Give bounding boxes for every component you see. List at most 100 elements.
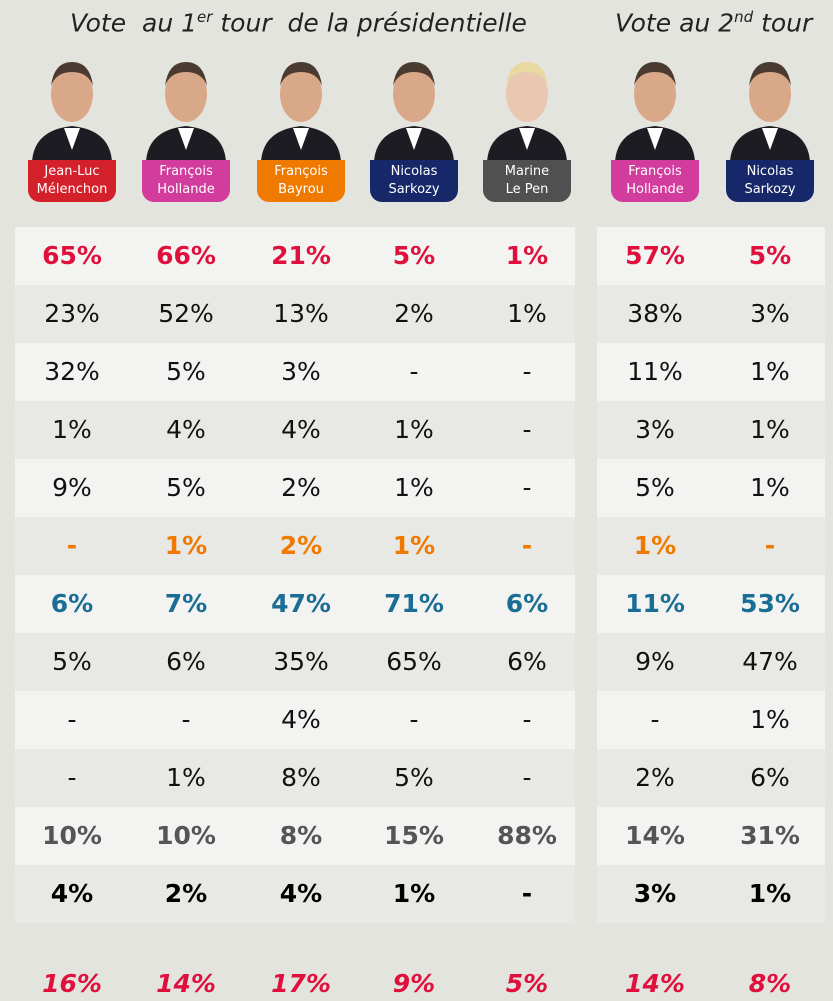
- cell: 88%: [472, 807, 582, 865]
- cell: 5%: [359, 749, 469, 807]
- cell: -: [600, 691, 710, 749]
- candidate-first: Marine: [483, 163, 571, 181]
- cell: 8%: [246, 807, 356, 865]
- cell: -: [472, 865, 582, 923]
- cell: 4%: [246, 691, 356, 749]
- cell: 2%: [600, 749, 710, 807]
- cell: 23%: [17, 285, 127, 343]
- cell: 11%: [600, 343, 710, 401]
- cell: -: [715, 517, 825, 575]
- cell: 10%: [17, 807, 127, 865]
- cell: 11%: [600, 575, 710, 633]
- candidate-first: François: [611, 163, 699, 181]
- cell: 4%: [17, 865, 127, 923]
- cell: 35%: [246, 633, 356, 691]
- footer-cell: 16%: [17, 955, 127, 1001]
- cell: 1%: [17, 401, 127, 459]
- cell: 1%: [715, 343, 825, 401]
- cell: 2%: [246, 517, 356, 575]
- cell: 1%: [715, 401, 825, 459]
- title-round1: Vote au 1er tour de la présidentielle: [70, 8, 527, 37]
- cell: 10%: [131, 807, 241, 865]
- cell: 1%: [472, 227, 582, 285]
- cell: 4%: [246, 401, 356, 459]
- cell: 5%: [131, 459, 241, 517]
- cell: 6%: [17, 575, 127, 633]
- title-sup: er: [197, 8, 212, 26]
- cell: 66%: [131, 227, 241, 285]
- cell: -: [472, 343, 582, 401]
- cell: 32%: [17, 343, 127, 401]
- cell: -: [472, 401, 582, 459]
- cell: -: [472, 517, 582, 575]
- portrait: [28, 50, 116, 162]
- portrait: [611, 50, 699, 162]
- portrait: [370, 50, 458, 162]
- cell: 1%: [131, 517, 241, 575]
- footer-cell: 9%: [359, 955, 469, 1001]
- title-text: tour de la présidentielle: [212, 8, 526, 37]
- footer-cell: 5%: [472, 955, 582, 1001]
- cell: 5%: [600, 459, 710, 517]
- cell: 47%: [715, 633, 825, 691]
- cell: -: [359, 343, 469, 401]
- portrait: [257, 50, 345, 162]
- cell: -: [472, 691, 582, 749]
- candidate-last: Le Pen: [483, 181, 571, 199]
- cell: 2%: [359, 285, 469, 343]
- title-text: Vote au 1: [70, 8, 197, 37]
- cell: 71%: [359, 575, 469, 633]
- footer-cell: 17%: [246, 955, 356, 1001]
- cell: 3%: [715, 285, 825, 343]
- cell: 1%: [359, 865, 469, 923]
- candidate-first: François: [142, 163, 230, 181]
- candidate-last: Sarkozy: [370, 181, 458, 199]
- cell: 9%: [600, 633, 710, 691]
- title-round2: Vote au 2nd tour: [615, 8, 812, 37]
- cell: 31%: [715, 807, 825, 865]
- footer-cell: 8%: [715, 955, 825, 1001]
- portrait: [483, 50, 571, 162]
- portrait: [726, 50, 814, 162]
- cell: 5%: [17, 633, 127, 691]
- candidate-first: Nicolas: [370, 163, 458, 181]
- cell: 9%: [17, 459, 127, 517]
- cell: 1%: [359, 517, 469, 575]
- candidate-last: Hollande: [611, 181, 699, 199]
- cell: 1%: [600, 517, 710, 575]
- cell: 1%: [472, 285, 582, 343]
- cell: 3%: [246, 343, 356, 401]
- cell: 53%: [715, 575, 825, 633]
- candidate-last: Mélenchon: [28, 181, 116, 199]
- cell: -: [472, 749, 582, 807]
- cell: 6%: [472, 575, 582, 633]
- cell: -: [472, 459, 582, 517]
- cell: 7%: [131, 575, 241, 633]
- cell: 13%: [246, 285, 356, 343]
- cell: 1%: [715, 459, 825, 517]
- cell: 1%: [359, 459, 469, 517]
- cell: 21%: [246, 227, 356, 285]
- footer-cell: 14%: [600, 955, 710, 1001]
- cell: 2%: [131, 865, 241, 923]
- cell: 15%: [359, 807, 469, 865]
- title-text: Vote au 2: [615, 8, 734, 37]
- cell: 8%: [246, 749, 356, 807]
- candidate-first: Jean-Luc: [28, 163, 116, 181]
- cell: 2%: [246, 459, 356, 517]
- cell: 65%: [17, 227, 127, 285]
- portrait: [142, 50, 230, 162]
- page: Vote au 1er tour de la présidentielleVot…: [0, 0, 833, 1001]
- cell: 5%: [715, 227, 825, 285]
- cell: 47%: [246, 575, 356, 633]
- cell: 4%: [131, 401, 241, 459]
- cell: 57%: [600, 227, 710, 285]
- title-sup: nd: [734, 8, 753, 26]
- cell: 65%: [359, 633, 469, 691]
- cell: -: [17, 517, 127, 575]
